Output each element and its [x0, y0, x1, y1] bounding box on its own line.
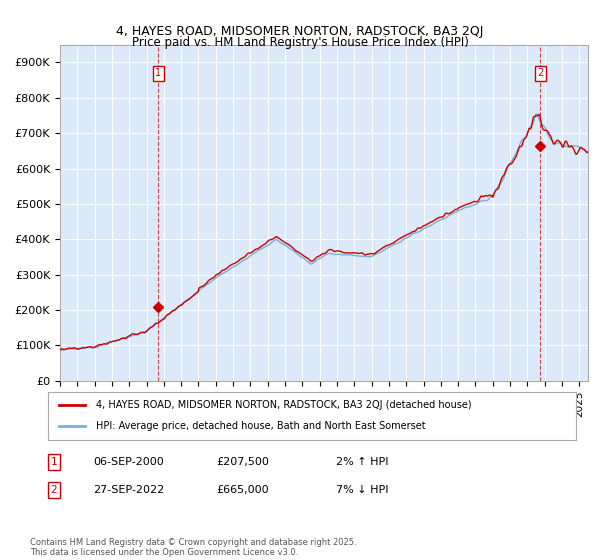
Text: 4, HAYES ROAD, MIDSOMER NORTON, RADSTOCK, BA3 2QJ: 4, HAYES ROAD, MIDSOMER NORTON, RADSTOCK…	[116, 25, 484, 38]
Text: 2% ↑ HPI: 2% ↑ HPI	[336, 457, 389, 467]
Text: 7% ↓ HPI: 7% ↓ HPI	[336, 485, 389, 495]
Text: 1: 1	[155, 68, 161, 78]
Text: £665,000: £665,000	[216, 485, 269, 495]
Text: 2: 2	[50, 485, 58, 495]
Text: 27-SEP-2022: 27-SEP-2022	[93, 485, 164, 495]
Text: 4, HAYES ROAD, MIDSOMER NORTON, RADSTOCK, BA3 2QJ (detached house): 4, HAYES ROAD, MIDSOMER NORTON, RADSTOCK…	[95, 400, 471, 410]
Text: £207,500: £207,500	[216, 457, 269, 467]
Text: 06-SEP-2000: 06-SEP-2000	[93, 457, 164, 467]
Text: 1: 1	[50, 457, 58, 467]
Text: Contains HM Land Registry data © Crown copyright and database right 2025.
This d: Contains HM Land Registry data © Crown c…	[30, 538, 356, 557]
Text: Price paid vs. HM Land Registry's House Price Index (HPI): Price paid vs. HM Land Registry's House …	[131, 36, 469, 49]
Text: 2: 2	[537, 68, 544, 78]
Text: HPI: Average price, detached house, Bath and North East Somerset: HPI: Average price, detached house, Bath…	[95, 421, 425, 431]
